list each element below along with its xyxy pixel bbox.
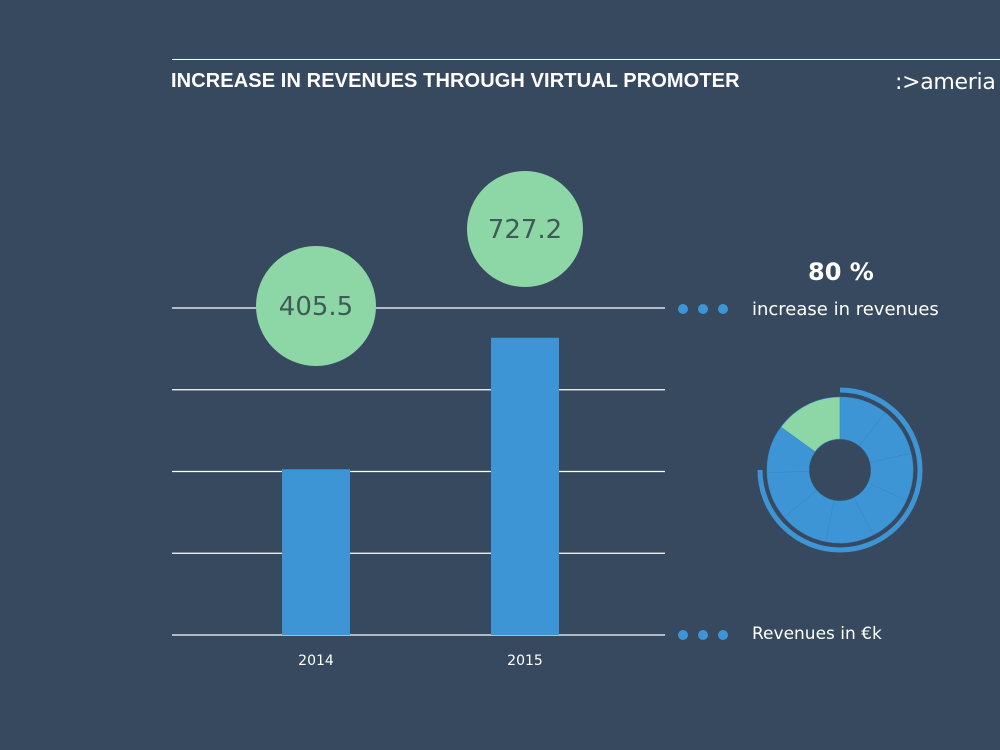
tick-label-2014: 2014 [298, 653, 334, 669]
donut-outer-ring [757, 387, 923, 553]
increase-dots [678, 304, 728, 314]
increase-percent: 80 % [808, 258, 874, 286]
tick-label-2015: 2015 [507, 653, 543, 669]
dot [718, 304, 728, 314]
dot [678, 304, 688, 314]
value-label-2014: 405.5 [279, 292, 353, 322]
value-bubble-2014 [256, 246, 376, 366]
header-rule [172, 59, 1000, 60]
bar-2014 [282, 469, 350, 635]
revenues-dots [678, 630, 728, 640]
bar-2015 [491, 337, 559, 635]
donut-highlight-segment [780, 396, 841, 453]
brand-logo: :>ameria [895, 70, 996, 95]
dot [698, 304, 708, 314]
revenues-label: Revenues in €k [752, 624, 882, 644]
dot [718, 630, 728, 640]
dot [698, 630, 708, 640]
value-label-2015: 727.2 [488, 215, 562, 245]
increase-label: increase in revenues [752, 299, 939, 320]
page-title: INCREASE IN REVENUES THROUGH VIRTUAL PRO… [171, 70, 740, 92]
value-bubble-2015 [467, 171, 583, 287]
dot [678, 630, 688, 640]
